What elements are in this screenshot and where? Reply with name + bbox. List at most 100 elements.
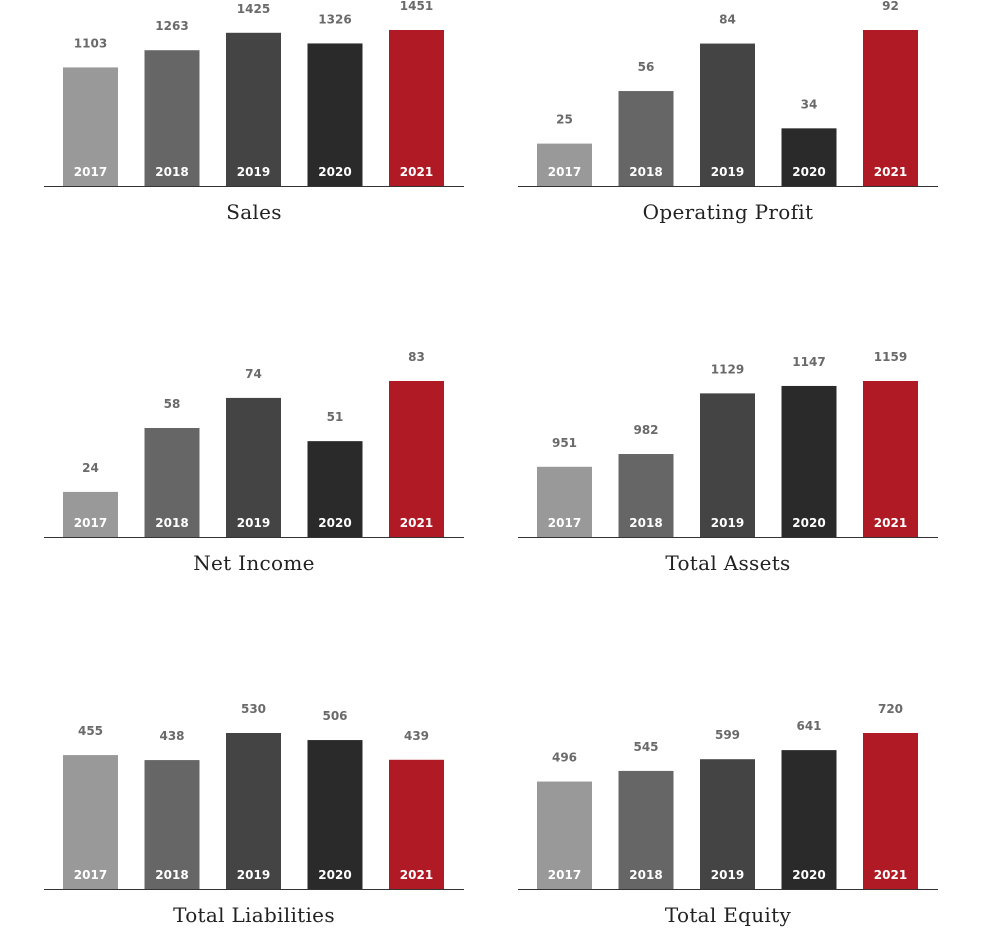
year-label-total-liabilities-2021: 2021 <box>400 868 433 882</box>
bar-total-liabilities-2020 <box>307 740 363 889</box>
year-label-total-equity-2019: 2019 <box>711 868 744 882</box>
value-label-total-liabilities-2020: 506 <box>322 709 347 723</box>
value-label-total-equity-2020: 641 <box>796 719 821 733</box>
bar-total-equity-2021 <box>863 733 918 889</box>
value-label-total-assets-2017: 951 <box>552 436 577 450</box>
bar-operating-profit-2020 <box>781 128 837 186</box>
year-label-total-assets-2018: 2018 <box>629 516 662 530</box>
year-label-sales-2017: 2017 <box>74 165 107 179</box>
chart-title-net-income: Net Income <box>193 551 315 575</box>
value-label-total-equity-2018: 545 <box>633 740 658 754</box>
year-label-total-equity-2021: 2021 <box>874 868 907 882</box>
bar-total-assets-2019 <box>700 393 755 537</box>
bar-net-income-2020 <box>307 441 363 537</box>
bar-net-income-2021 <box>389 381 444 537</box>
value-label-total-liabilities-2018: 438 <box>159 729 184 743</box>
bar-total-equity-2019 <box>700 759 755 889</box>
year-label-sales-2021: 2021 <box>400 165 433 179</box>
bar-total-equity-2018 <box>618 770 674 889</box>
bar-operating-profit-2018 <box>618 91 674 186</box>
value-label-sales-2021: 1451 <box>400 0 433 13</box>
bar-net-income-2018 <box>144 427 200 537</box>
bar-total-liabilities-2017 <box>63 755 118 889</box>
value-label-operating-profit-2020: 34 <box>801 97 818 111</box>
value-label-total-assets-2019: 1129 <box>711 362 744 376</box>
year-label-net-income-2019: 2019 <box>237 516 270 530</box>
value-label-total-equity-2017: 496 <box>552 751 577 765</box>
chart-title-total-assets: Total Assets <box>665 551 791 575</box>
value-label-total-assets-2021: 1159 <box>874 350 907 364</box>
value-label-net-income-2017: 24 <box>82 461 99 475</box>
bar-sales-2019 <box>226 32 281 186</box>
bar-total-assets-2018 <box>618 454 674 537</box>
year-label-total-liabilities-2019: 2019 <box>237 868 270 882</box>
chart-svg-total-assets: 951 2017 982 2018 1129 2019 1147 2020 1159 2021 <box>518 350 938 538</box>
value-label-total-liabilities-2017: 455 <box>78 724 103 738</box>
bar-total-liabilities-2018 <box>144 760 200 889</box>
bar-total-assets-2021 <box>863 381 918 537</box>
chart-svg-net-income: 24 2017 58 2018 74 2019 51 2020 83 2021 <box>44 350 464 538</box>
year-label-total-liabilities-2017: 2017 <box>74 868 107 882</box>
year-label-operating-profit-2019: 2019 <box>711 165 744 179</box>
bar-total-equity-2017 <box>537 781 592 889</box>
year-label-total-assets-2019: 2019 <box>711 516 744 530</box>
year-label-total-liabilities-2018: 2018 <box>155 868 188 882</box>
bar-total-liabilities-2021 <box>389 759 444 889</box>
year-label-sales-2020: 2020 <box>318 165 351 179</box>
chart-svg-sales: 1103 2017 1263 2018 1425 2019 1326 2020 1451 2021 <box>44 0 464 187</box>
value-label-sales-2017: 1103 <box>74 36 107 50</box>
chart-title-total-equity: Total Equity <box>664 903 792 927</box>
year-label-operating-profit-2017: 2017 <box>548 165 581 179</box>
value-label-sales-2018: 1263 <box>155 19 188 33</box>
bar-total-equity-2020 <box>781 750 837 889</box>
value-label-operating-profit-2019: 84 <box>719 13 736 27</box>
value-label-operating-profit-2021: 92 <box>882 0 899 13</box>
bar-sales-2020 <box>307 43 363 186</box>
value-label-net-income-2021: 83 <box>408 350 425 364</box>
bar-sales-2021 <box>389 30 444 186</box>
bar-total-assets-2020 <box>781 385 837 537</box>
year-label-operating-profit-2021: 2021 <box>874 165 907 179</box>
chart-panel-total-equity: 496 2017 545 2018 599 2019 641 2020 720 2021 Tota… <box>518 702 938 943</box>
year-label-net-income-2020: 2020 <box>318 516 351 530</box>
bar-sales-2018 <box>144 50 200 187</box>
bar-operating-profit-2021 <box>863 30 918 186</box>
value-label-total-liabilities-2021: 439 <box>404 729 429 743</box>
value-label-sales-2019: 1425 <box>237 2 270 16</box>
value-label-total-liabilities-2019: 530 <box>241 702 266 716</box>
value-label-net-income-2019: 74 <box>245 367 262 381</box>
bar-net-income-2019 <box>226 397 281 537</box>
bar-net-income-2017 <box>63 491 118 537</box>
chart-panel-total-liabilities: 455 2017 438 2018 530 2019 506 2020 439 2021 Tota… <box>44 702 464 943</box>
bar-operating-profit-2019 <box>700 43 755 186</box>
year-label-total-assets-2020: 2020 <box>792 516 825 530</box>
year-label-operating-profit-2018: 2018 <box>629 165 662 179</box>
bar-total-liabilities-2019 <box>226 733 281 889</box>
value-label-total-equity-2019: 599 <box>715 728 740 742</box>
chart-title-operating-profit: Operating Profit <box>642 200 814 224</box>
bar-total-assets-2017 <box>537 466 592 537</box>
year-label-operating-profit-2020: 2020 <box>792 165 825 179</box>
year-label-total-equity-2018: 2018 <box>629 868 662 882</box>
value-label-operating-profit-2018: 56 <box>638 60 655 74</box>
year-label-net-income-2017: 2017 <box>74 516 107 530</box>
year-label-total-liabilities-2020: 2020 <box>318 868 351 882</box>
value-label-total-equity-2021: 720 <box>878 702 903 716</box>
chart-svg-operating-profit: 25 2017 56 2018 84 2019 34 2020 92 2021 <box>518 0 938 187</box>
chart-svg-total-equity: 496 2017 545 2018 599 2019 641 2020 720 2021 <box>518 702 938 890</box>
year-label-total-equity-2020: 2020 <box>792 868 825 882</box>
value-label-net-income-2020: 51 <box>327 410 344 424</box>
chart-svg-total-liabilities: 455 2017 438 2018 530 2019 506 2020 439 2021 <box>44 702 464 890</box>
chart-title-total-liabilities: Total Liabilities <box>173 903 335 927</box>
year-label-total-assets-2017: 2017 <box>548 516 581 530</box>
bar-sales-2017 <box>63 67 118 186</box>
chart-panel-operating-profit: 25 2017 56 2018 84 2019 34 2020 92 2021 Operating… <box>518 0 938 240</box>
year-label-total-assets-2021: 2021 <box>874 516 907 530</box>
chart-panel-total-assets: 951 2017 982 2018 1129 2019 1147 2020 1159 2021 T… <box>518 350 938 591</box>
year-label-net-income-2018: 2018 <box>155 516 188 530</box>
year-label-net-income-2021: 2021 <box>400 516 433 530</box>
year-label-sales-2019: 2019 <box>237 165 270 179</box>
value-label-total-assets-2018: 982 <box>633 423 658 437</box>
value-label-net-income-2018: 58 <box>164 397 181 411</box>
